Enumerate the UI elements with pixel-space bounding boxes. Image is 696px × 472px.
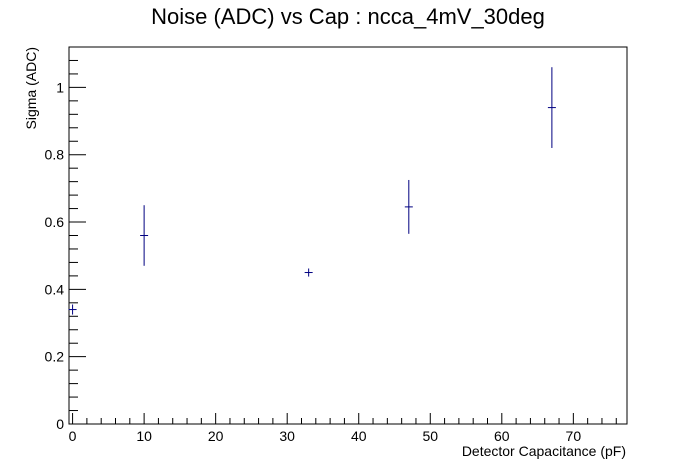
x-tick-label: 50 — [422, 428, 438, 444]
x-tick-label: 40 — [351, 428, 367, 444]
data-points — [68, 67, 556, 315]
data-point — [547, 67, 556, 148]
y-tick-label: 0 — [56, 416, 64, 432]
data-point — [404, 179, 413, 234]
x-tick-label: 30 — [279, 428, 295, 444]
y-tick-label: 1 — [56, 79, 64, 95]
y-tick-label: 0.4 — [45, 281, 65, 297]
tick-labels: 0 10 20 30 40 50 60 70 0 0.2 0.4 0.6 0.8 1 — [45, 79, 582, 444]
y-tick-label: 0.2 — [45, 349, 65, 365]
y-tick-label: 0.8 — [45, 147, 65, 163]
x-tick-label: 10 — [136, 428, 152, 444]
chart-title: Noise (ADC) vs Cap : ncca_4mV_30deg — [151, 4, 545, 29]
axis-ticks — [69, 59, 617, 425]
data-point — [140, 205, 149, 266]
data-point — [304, 268, 313, 277]
data-point — [68, 304, 77, 315]
y-tick-label: 0.6 — [45, 214, 65, 230]
x-tick-label: 60 — [494, 428, 510, 444]
x-axis-label: Detector Capacitance (pF) — [462, 443, 626, 459]
y-axis-label: Sigma (ADC) — [23, 47, 39, 129]
x-tick-label: 70 — [566, 428, 582, 444]
plot-frame — [68, 46, 628, 425]
x-tick-label: 20 — [208, 428, 224, 444]
x-tick-label: 0 — [69, 428, 77, 444]
